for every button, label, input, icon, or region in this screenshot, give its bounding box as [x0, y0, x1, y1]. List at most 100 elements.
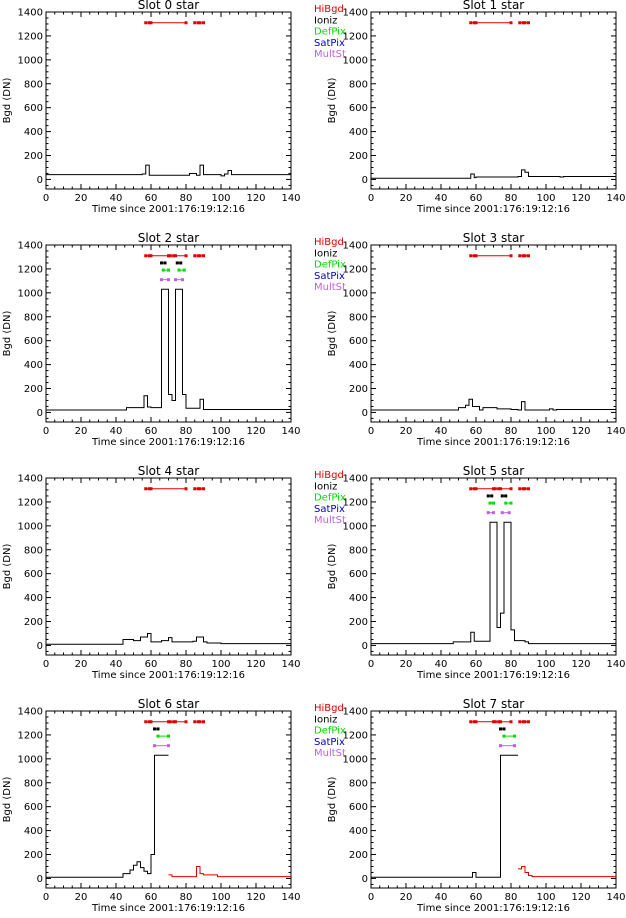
y-tick-label: 200 [349, 850, 368, 861]
flag-marker-multst [513, 744, 516, 748]
x-tick-label: 140 [281, 659, 300, 670]
y-tick-label: 200 [24, 850, 43, 861]
flag-marker-hibgd [198, 487, 202, 491]
chart-title: Slot 7 star [463, 697, 525, 711]
y-tick-label: 400 [24, 360, 43, 371]
flag-marker-hibgd [527, 21, 530, 25]
y-tick-label: 1400 [18, 474, 43, 485]
x-tick-label: 120 [571, 892, 590, 903]
x-tick-label: 20 [75, 426, 88, 437]
flag-marker-defpix [182, 268, 186, 272]
flag-marker-hibgd [198, 21, 202, 25]
y-tick-label: 1200 [18, 31, 43, 42]
x-tick-label: 40 [110, 193, 123, 204]
legend-entry-satpix: SatPix [314, 737, 345, 748]
x-tick-label: 40 [435, 426, 448, 437]
series-line [371, 169, 617, 179]
x-tick-label: 120 [246, 659, 265, 670]
y-tick-label: 600 [349, 802, 368, 813]
x-axis-label: Time since 2001:176:19:12:16 [416, 903, 570, 914]
flag-marker-ioniz [502, 727, 506, 731]
series-line [371, 398, 617, 411]
flag-marker-hibgd [518, 487, 522, 491]
x-tick-label: 60 [470, 426, 483, 437]
flag-marker-hibgd [149, 21, 153, 25]
legend-entry-hibgd: HiBgd [314, 703, 344, 714]
flag-marker-hibgd [518, 21, 522, 25]
flag-marker-hibgd [518, 720, 522, 724]
x-tick-label: 100 [211, 426, 230, 437]
flag-marker-ioniz [163, 261, 167, 265]
flag-marker-defpix [488, 501, 492, 505]
y-axis-label: Bgd (DN) [2, 78, 13, 124]
flag-marker-defpix [509, 501, 513, 505]
flag-marker-ioniz [153, 727, 156, 731]
plot-frame [45, 477, 292, 656]
y-tick-label: 0 [362, 175, 368, 186]
y-tick-label: 1000 [343, 521, 368, 532]
flag-marker-ioniz [504, 494, 508, 498]
x-tick-label: 120 [571, 659, 590, 670]
y-tick-label: 1400 [18, 8, 43, 19]
flag-marker-hibgd [499, 720, 502, 724]
y-tick-label: 400 [349, 127, 368, 138]
y-tick-label: 800 [24, 778, 43, 789]
flag-marker-hibgd [474, 254, 478, 258]
flag-marker-ioniz [500, 494, 504, 498]
y-axis-label: Bgd (DN) [327, 777, 338, 823]
flag-marker-hibgd [147, 254, 151, 258]
flag-marker-ioniz [179, 261, 183, 265]
y-tick-label: 200 [349, 384, 368, 395]
legend-entry-multst: MultSt [314, 49, 346, 60]
y-tick-label: 800 [349, 545, 368, 556]
legend-entry-hibgd: HiBgd [314, 470, 344, 481]
flag-marker-hibgd [527, 720, 530, 724]
x-tick-label: 60 [470, 659, 483, 670]
x-tick-label: 40 [435, 892, 448, 903]
x-tick-label: 20 [400, 892, 413, 903]
y-axis-label: Bgd (DN) [327, 544, 338, 590]
x-tick-label: 20 [400, 426, 413, 437]
flag-marker-hibgd [493, 720, 497, 724]
legend-entry-defpix: DefPix [314, 726, 346, 737]
x-axis-label: Time since 2001:176:19:12:16 [416, 670, 570, 681]
y-tick-label: 200 [24, 384, 43, 395]
x-tick-label: 140 [606, 892, 625, 903]
flag-marker-ioniz [490, 494, 494, 498]
chart-title: Slot 1 star [463, 0, 525, 12]
y-tick-label: 1400 [343, 707, 368, 718]
y-tick-label: 1200 [343, 730, 368, 741]
y-tick-label: 1400 [18, 241, 43, 252]
plot-frame [45, 11, 292, 190]
y-tick-label: 0 [362, 641, 368, 652]
x-tick-label: 140 [606, 659, 625, 670]
flag-marker-hibgd [184, 254, 188, 258]
flag-marker-hibgd [147, 21, 151, 25]
x-tick-label: 100 [536, 892, 555, 903]
y-tick-label: 800 [24, 545, 43, 556]
flag-marker-hibgd [174, 254, 177, 258]
flag-marker-hibgd [174, 720, 177, 724]
x-tick-label: 60 [145, 892, 158, 903]
x-tick-label: 40 [110, 892, 123, 903]
flag-marker-hibgd [469, 487, 473, 491]
y-tick-label: 600 [24, 103, 43, 114]
flag-marker-hibgd [497, 487, 501, 491]
x-tick-label: 140 [281, 892, 300, 903]
flag-marker-hibgd [196, 720, 200, 724]
series-line [46, 164, 292, 177]
y-tick-label: 0 [37, 874, 43, 885]
x-tick-label: 100 [211, 193, 230, 204]
flag-marker-hibgd [509, 487, 513, 491]
y-axis-label: Bgd (DN) [2, 544, 13, 590]
legend-entry-defpix: DefPix [314, 260, 346, 271]
x-tick-label: 120 [246, 193, 265, 204]
legend-entry-hibgd: HiBgd [314, 4, 344, 15]
legend-entry-ioniz: Ioniz [314, 15, 337, 26]
flag-marker-hibgd [521, 720, 525, 724]
y-tick-label: 600 [349, 569, 368, 580]
legend-entry-multst: MultSt [314, 748, 346, 759]
